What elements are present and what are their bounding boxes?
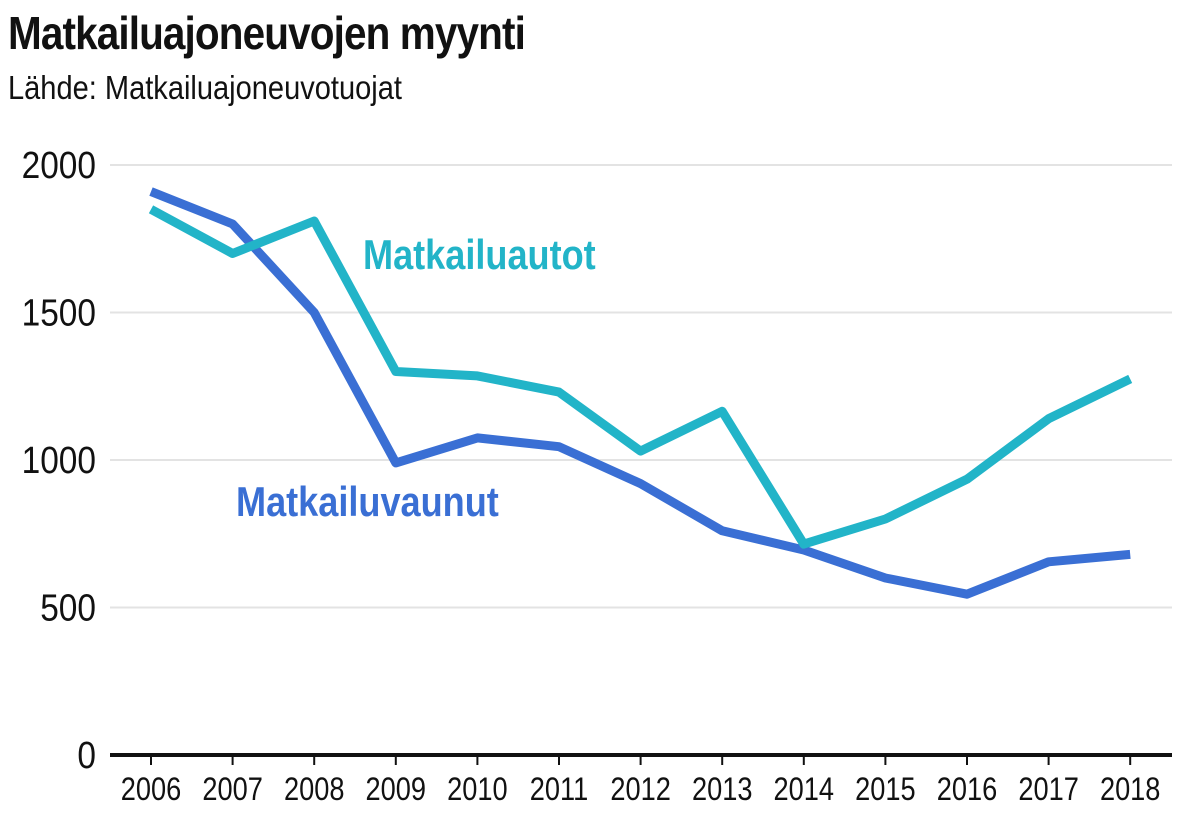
series-label-matkailuautot: Matkailuautot bbox=[363, 233, 596, 279]
x-tick-label: 2015 bbox=[855, 772, 915, 808]
y-tick-label: 0 bbox=[77, 734, 96, 776]
x-tick-label: 2008 bbox=[284, 772, 344, 808]
x-axis-ticks: 2006 2007 2008 2009 2010 2011 2012 2013 2014 2015… bbox=[110, 753, 1172, 808]
series-line-matkailuvaunut bbox=[149, 187, 1131, 599]
series-label-matkailuvaunut: Matkailuvaunut bbox=[236, 480, 499, 526]
x-tick-label: 2017 bbox=[1018, 772, 1078, 808]
x-tick-label: 2010 bbox=[447, 772, 507, 808]
x-tick-label: 2016 bbox=[937, 772, 997, 808]
x-tick-label: 2007 bbox=[202, 772, 262, 808]
series-line-matkailuautot bbox=[148, 205, 1133, 549]
y-tick-label: 1500 bbox=[22, 292, 96, 334]
x-tick-label: 2011 bbox=[530, 772, 588, 808]
y-tick-label: 2000 bbox=[22, 144, 96, 186]
x-tick-label: 2006 bbox=[121, 772, 181, 808]
y-axis-ticks: 0 500 1000 1500 2000 bbox=[22, 144, 96, 776]
x-tick-label: 2009 bbox=[366, 772, 426, 808]
series-lines bbox=[148, 187, 1133, 599]
x-tick-label: 2013 bbox=[692, 772, 752, 808]
chart-title: Matkailuajoneuvojen myynti bbox=[8, 7, 526, 59]
gridlines bbox=[110, 164, 1172, 609]
y-tick-label: 500 bbox=[40, 587, 96, 629]
chart-subtitle: Lähde: Matkailuajoneuvotuojat bbox=[8, 69, 402, 106]
y-tick-label: 1000 bbox=[22, 439, 96, 481]
x-tick-label: 2018 bbox=[1100, 772, 1160, 808]
series-labels: Matkailuautot Matkailuvaunut bbox=[236, 233, 596, 526]
x-tick-label: 2012 bbox=[610, 772, 670, 808]
x-tick-label: 2014 bbox=[774, 772, 834, 808]
